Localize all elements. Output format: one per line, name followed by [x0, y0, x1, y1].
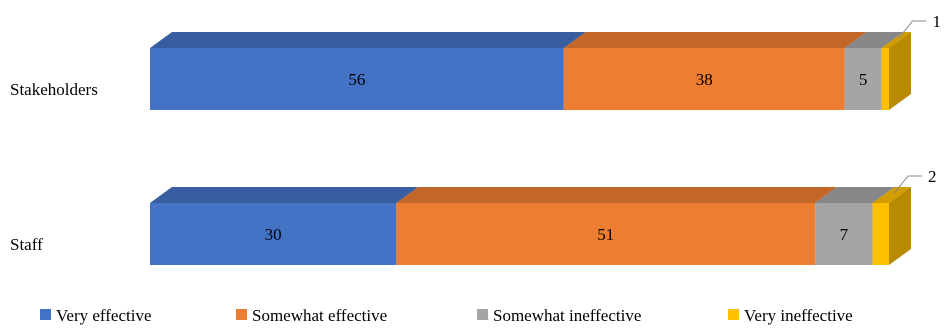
bar-top-stakeholders-1 [563, 32, 867, 48]
bar-top-staff-1 [396, 187, 838, 203]
category-label-staff: Staff [10, 235, 43, 254]
legend: Very effective Somewhat effective Somewhat… [40, 306, 853, 325]
data-label-staff-1: 51 [597, 225, 614, 244]
data-label-staff-3: 2 [928, 167, 937, 186]
legend-swatch-very-ineffective [728, 309, 739, 320]
data-label-stakeholders-1: 38 [696, 70, 713, 89]
bar-top-stakeholders-2 [844, 32, 904, 48]
data-label-staff-0: 30 [265, 225, 282, 244]
data-label-stakeholders-0: 56 [348, 70, 365, 89]
data-label-stakeholders-2: 5 [859, 70, 868, 89]
legend-label-very-ineffective: Very ineffective [744, 306, 853, 325]
bar-top-staff-2 [815, 187, 895, 203]
bar-segment-staff-very-ineffective [872, 203, 889, 265]
bar-top-staff-3 [872, 187, 911, 203]
legend-swatch-somewhat-ineffective [477, 309, 488, 320]
bar-segment-stakeholders-very-ineffective [881, 48, 889, 110]
leader-line-staff-3 [893, 175, 922, 194]
legend-swatch-somewhat-effective [236, 309, 247, 320]
bar-side-staff [889, 187, 911, 265]
bar-side-stakeholders [889, 32, 911, 110]
legend-label-somewhat-effective: Somewhat effective [252, 306, 387, 325]
bar-segment-staff-very-effective [150, 203, 397, 265]
data-label-stakeholders-3: 1 [933, 12, 942, 31]
bar-segment-staff-somewhat-effective [396, 203, 816, 265]
bar-segment-stakeholders-very-effective [150, 48, 564, 110]
category-label-stakeholders: Stakeholders [10, 80, 98, 99]
bar-top-stakeholders-3 [881, 32, 911, 48]
leader-line-stakeholders-3 [898, 20, 927, 39]
bar-top-staff-0 [150, 187, 419, 203]
data-label-staff-2: 7 [840, 225, 849, 244]
legend-swatch-very-effective [40, 309, 51, 320]
bar-segment-stakeholders-somewhat-effective [563, 48, 845, 110]
legend-label-somewhat-ineffective: Somewhat ineffective [493, 306, 641, 325]
legend-label-very-effective: Very effective [56, 306, 152, 325]
category-labels-group: Stakeholders Staff [10, 80, 98, 254]
bar-top-stakeholders-0 [150, 32, 586, 48]
bar-segment-stakeholders-somewhat-ineffective [844, 48, 882, 110]
bar-segment-staff-somewhat-ineffective [815, 203, 873, 265]
bars-group [150, 32, 911, 265]
